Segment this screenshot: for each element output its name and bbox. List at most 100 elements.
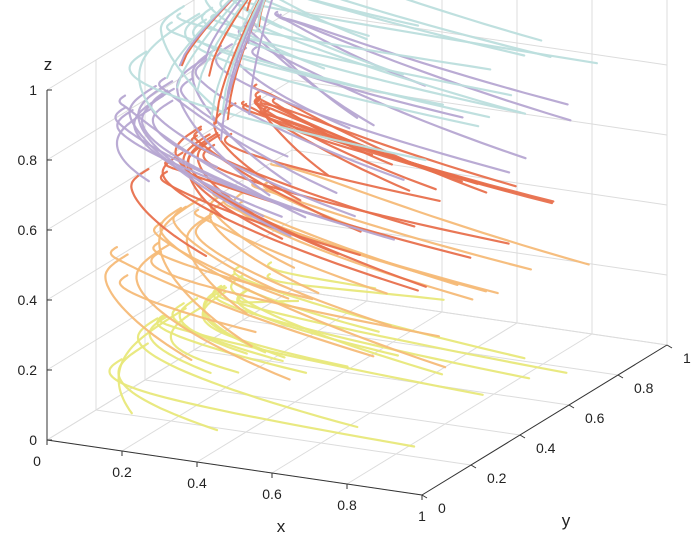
trajectory: [201, 6, 522, 114]
trajectory: [181, 0, 233, 67]
y-tick-label: 0.8: [634, 380, 654, 396]
grid-line: [144, 379, 521, 436]
y-axis: [421, 344, 668, 496]
trajectory: [104, 253, 193, 361]
y-tick: [568, 404, 575, 409]
trajectory: [210, 0, 258, 119]
trajectory: [128, 84, 292, 238]
trajectory: [196, 0, 247, 91]
trajectory: [193, 128, 362, 233]
trajectory: [191, 44, 292, 185]
grid-line: [196, 311, 443, 463]
trajectory: [248, 0, 273, 116]
x-tick-label: 0.8: [337, 497, 357, 513]
trajectory: [118, 94, 307, 219]
y-tick: [666, 344, 673, 349]
tick-labels: 00.20.40.60.81 00.20.40.60.8100.20.40.60.…: [18, 82, 691, 524]
trajectory: [135, 243, 291, 381]
trajectory: [266, 273, 445, 301]
trajectory: [405, 0, 543, 42]
trajectory: [255, 99, 479, 185]
z-tick-label: 0.2: [18, 362, 38, 378]
trajectory: [261, 0, 370, 37]
trajectory: [278, 0, 368, 41]
trajectory: [194, 216, 392, 327]
grid-line: [121, 300, 368, 452]
grid-line: [291, 289, 668, 346]
z-axis-label: z: [44, 55, 53, 74]
grid-line: [291, 9, 668, 66]
y-tick-label: 0.2: [487, 470, 507, 486]
y-tick: [421, 494, 428, 499]
trajectory: [166, 0, 232, 79]
grid-line: [46, 149, 293, 301]
trajectory: [256, 0, 266, 31]
trajectory: [140, 87, 323, 219]
trajectory: [151, 99, 218, 169]
x-axis-label: x: [277, 517, 286, 536]
trajectory: [148, 315, 212, 374]
grid-line: [346, 333, 593, 485]
trajectory: [274, 10, 572, 122]
z-tick-label: 0.6: [18, 222, 38, 238]
grid-line: [95, 409, 472, 466]
trajectories: [104, 0, 599, 448]
grid-line: [271, 322, 518, 474]
trajectory: [339, 0, 552, 59]
series-attractor: [166, 0, 273, 141]
trajectory: [221, 0, 262, 112]
trajectory: [179, 77, 289, 158]
trajectory: [229, 274, 444, 376]
trajectory: [157, 314, 484, 396]
z-tick-label: 1: [29, 82, 37, 98]
trajectory: [108, 358, 416, 448]
z-tick-label: 0.4: [18, 292, 38, 308]
trajectory: [172, 205, 281, 293]
trajectory: [208, 200, 320, 295]
trajectory: [114, 106, 292, 210]
trajectory: [183, 12, 480, 128]
trajectory: [128, 50, 427, 162]
trajectory: [216, 290, 568, 374]
series-2: [104, 163, 590, 381]
trajectory: [204, 0, 242, 60]
trajectory: [309, 0, 420, 27]
y-tick-label: 1: [683, 350, 691, 366]
x-tick-label: 0.2: [112, 464, 132, 480]
trajectory: [253, 95, 437, 191]
trajectory: [210, 13, 492, 71]
trajectory: [259, 100, 517, 188]
trajectory: [247, 0, 263, 45]
trajectory: [194, 57, 405, 181]
trajectory: [235, 0, 599, 65]
trajectory: [175, 57, 271, 197]
trajectory: [159, 206, 447, 369]
trajectory: [178, 0, 233, 67]
trajectory: [109, 246, 375, 358]
series-4: [114, 10, 572, 241]
trajectory: [223, 132, 441, 202]
y-axis-label: y: [562, 511, 571, 530]
y-tick-label: 0.6: [585, 410, 605, 426]
z-tick-label: 0.8: [18, 152, 38, 168]
y-tick: [519, 434, 526, 439]
grid-line: [193, 349, 570, 406]
trajectory: [176, 0, 238, 89]
trajectory: [138, 12, 201, 115]
trajectory: [118, 274, 257, 334]
x-tick-label: 0: [33, 453, 41, 469]
trajectory: [242, 102, 554, 205]
grid-line: [291, 149, 668, 206]
trajectory: [275, 13, 569, 106]
trajectory: [219, 0, 265, 141]
trajectory: [150, 250, 440, 338]
trajectory: [178, 297, 248, 355]
grid-line: [46, 219, 293, 371]
trajectory: [254, 96, 329, 177]
trajectory: [186, 132, 226, 220]
y-tick: [470, 464, 477, 469]
y-tick-label: 0: [438, 500, 446, 516]
axes: [46, 89, 673, 500]
x-axis: [46, 439, 423, 496]
